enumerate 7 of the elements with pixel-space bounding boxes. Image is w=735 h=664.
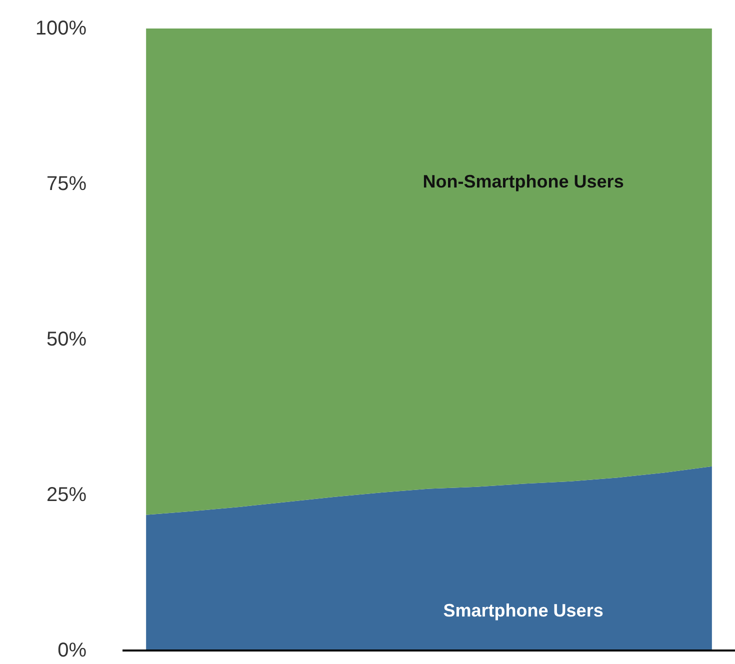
y-tick-label: 100% [35,18,87,40]
y-tick-label: 25% [46,484,87,506]
y-tick-label: 75% [46,173,87,195]
series-label: Non-Smartphone Users [422,172,624,192]
series-label: Smartphone Users [443,600,604,621]
y-tick-label: 50% [46,328,87,350]
y-tick-label: 0% [58,640,87,662]
